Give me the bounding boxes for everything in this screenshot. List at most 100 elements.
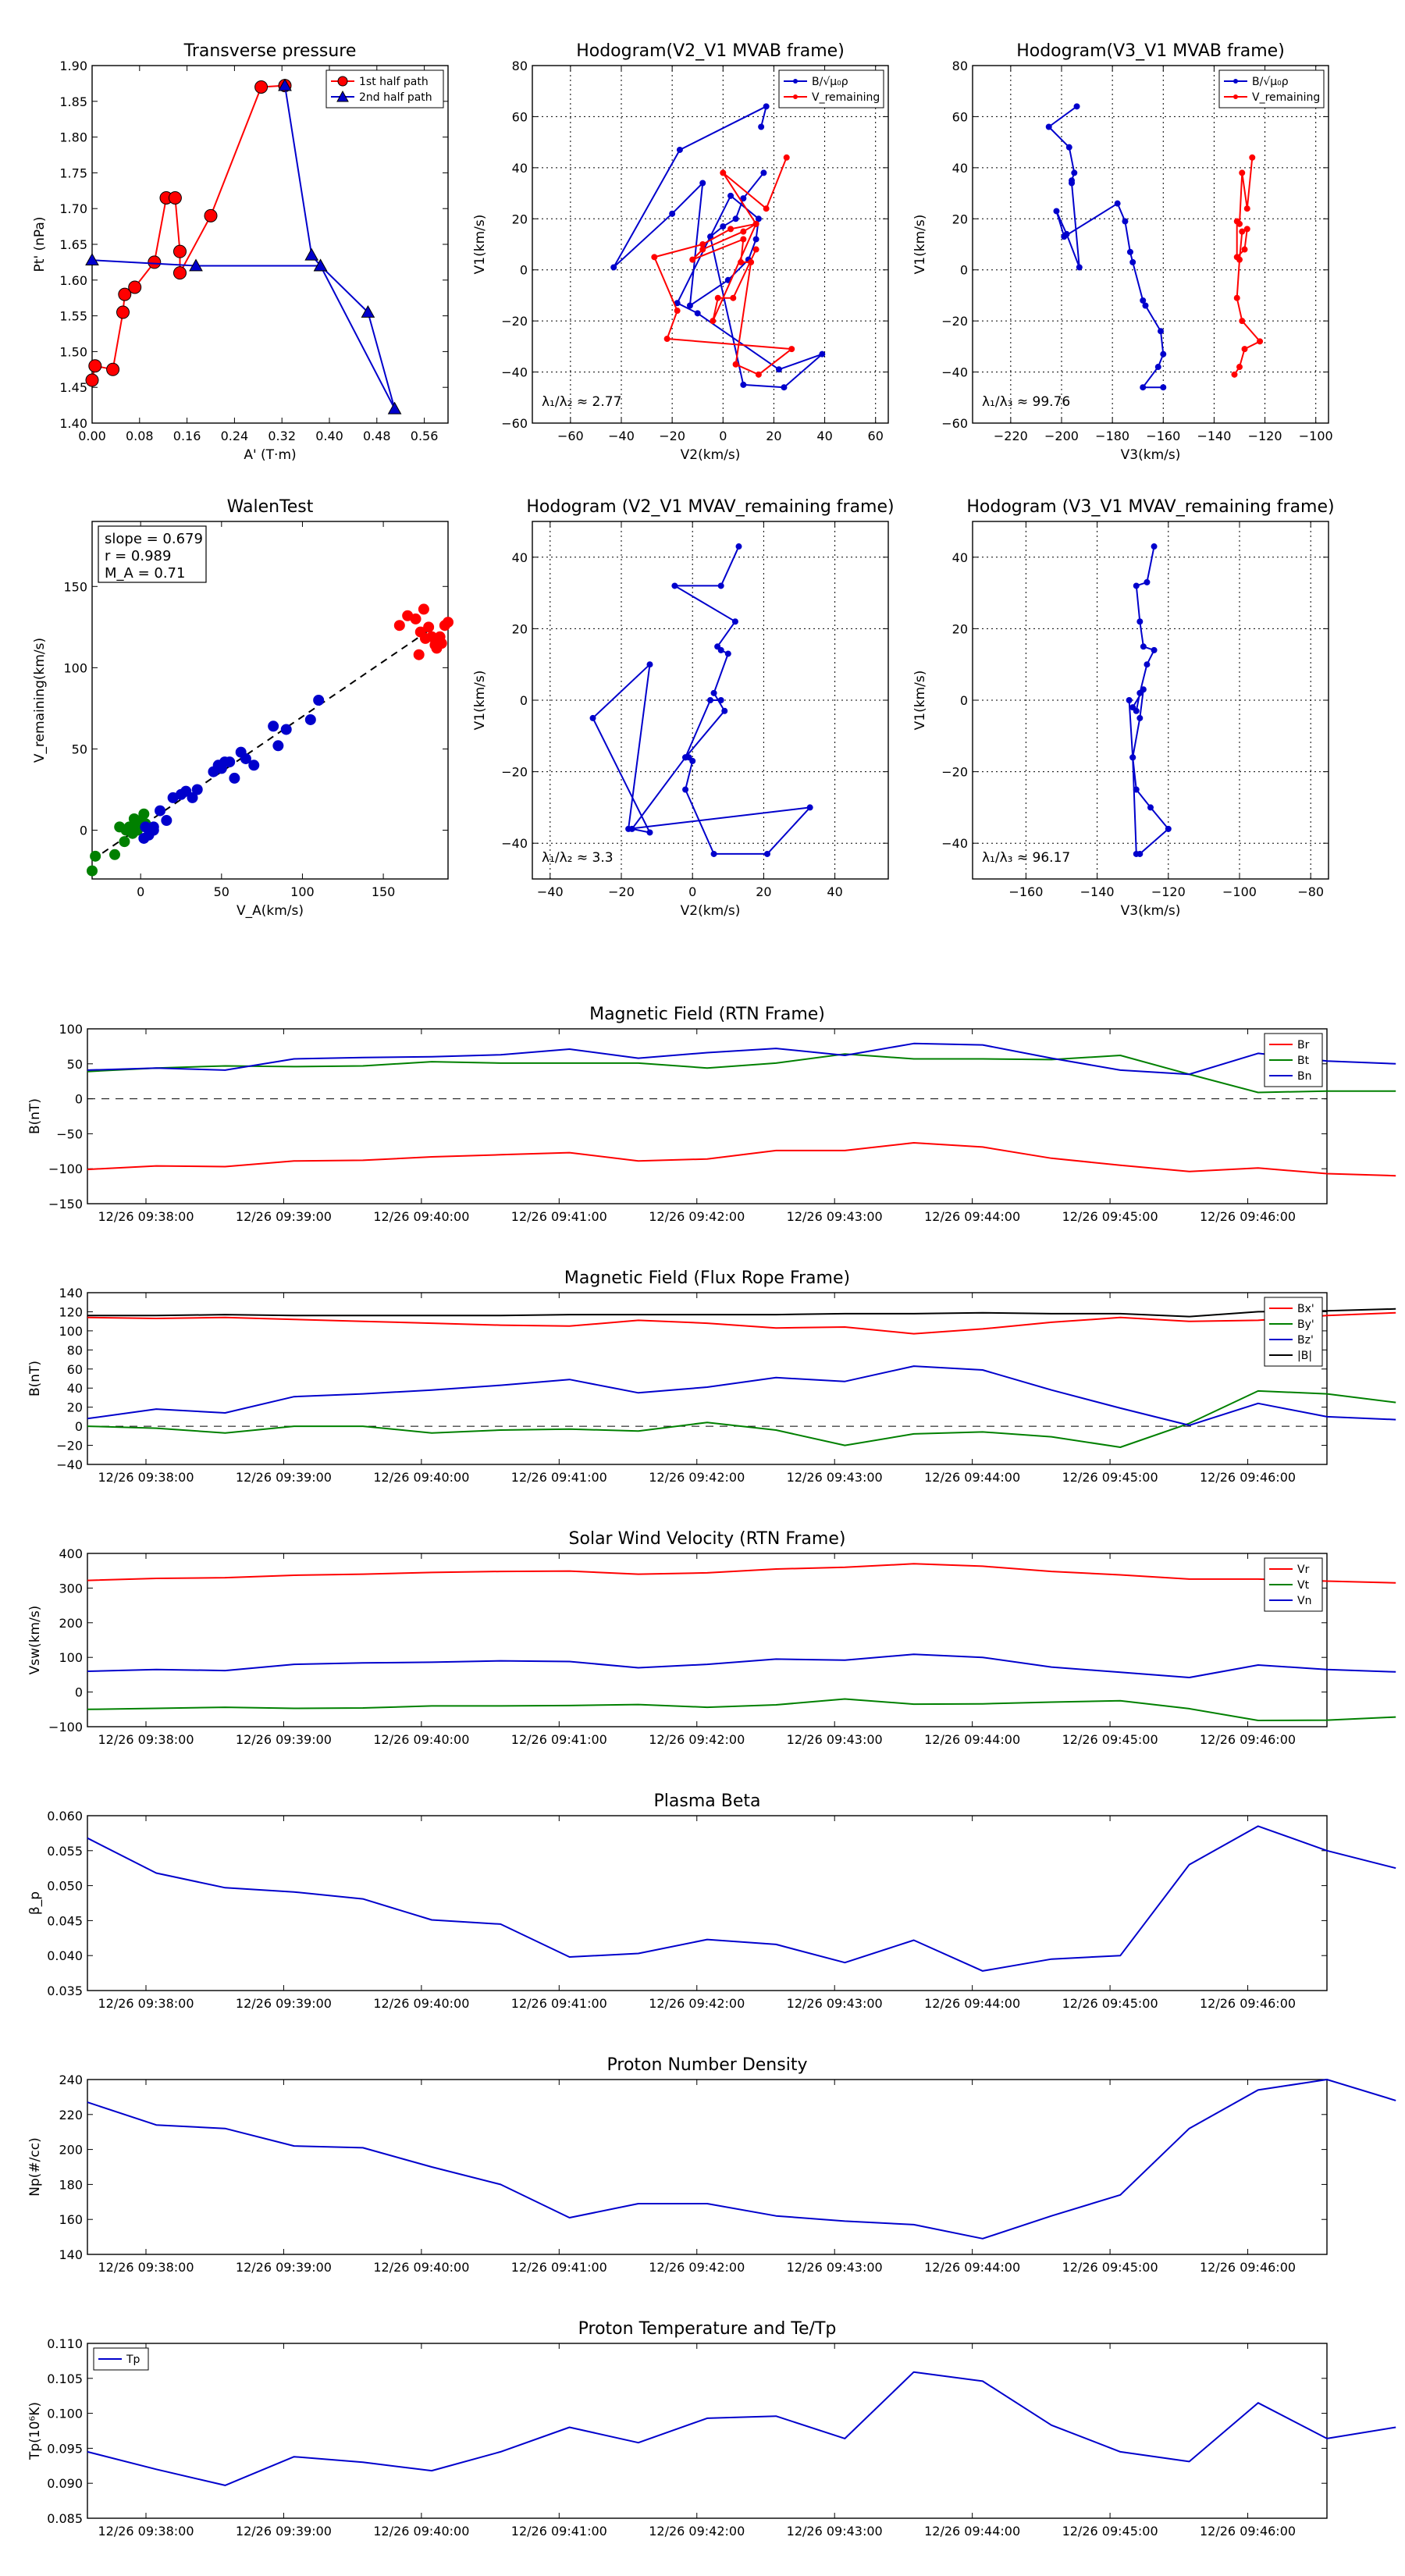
h1-point (781, 384, 788, 391)
walen-xtick-label: 150 (372, 884, 396, 899)
bflux-ytick-label: −40 (56, 1457, 83, 1472)
walen-frame (91, 521, 449, 880)
h1-point (720, 169, 727, 176)
h1-point (694, 310, 701, 317)
vel-series-line (87, 1653, 1396, 1678)
tpr-chart: 0.085 0.090 0.095 0.100 0.105 0.110 12/26 09:3… (27, 2319, 1396, 2539)
h2-legend-label: V_remaining (1252, 91, 1320, 104)
h3-title: Hodogram (V2_V1 MVAV_remaining frame) (526, 497, 894, 517)
tpr-xtick-label: 12/26 09:42:00 (649, 2524, 745, 2539)
walen-point (418, 603, 429, 615)
h4-ytick-label: −20 (941, 765, 968, 780)
h2-point (1233, 294, 1240, 301)
h1-xtick-label: 60 (868, 429, 884, 443)
vel-ytick-label: −100 (48, 1720, 83, 1735)
h4-xtick-label: −120 (1151, 884, 1186, 899)
walen-ytick-label: 150 (63, 579, 87, 594)
h1-xtick-label: 20 (766, 429, 781, 443)
h1-point (740, 228, 747, 235)
tp-point (168, 190, 182, 205)
tpr-ytick-label: 0.085 (47, 2511, 83, 2526)
tpr-series-line (87, 2371, 1396, 2486)
h4-annotation: λ₁/λ₃ ≈ 96.17 (982, 850, 1070, 866)
h4-xtick-label: −140 (1080, 884, 1115, 899)
h2-ytick-label: −60 (941, 416, 968, 431)
h4-xtick-label: −160 (1008, 884, 1043, 899)
tp-title: Transverse pressure (183, 41, 357, 61)
tp-point (116, 305, 130, 319)
h2-xlabel: V3(km/s) (1121, 447, 1181, 463)
h3-point (717, 697, 724, 703)
h1-legend (778, 69, 884, 109)
tp-point (173, 244, 187, 258)
vel-xtick-label: 12/26 09:41:00 (511, 1732, 607, 1747)
h3-ytick-label: 0 (520, 693, 528, 708)
vel-ytick-label: 400 (59, 1546, 83, 1561)
h2-xtick-label: −120 (1248, 429, 1282, 443)
tp-xlabel: A' (T·m) (244, 447, 296, 463)
tp-xtick-label: 0.56 (411, 429, 439, 443)
bflux-xtick-label: 12/26 09:42:00 (649, 1470, 745, 1485)
walen-ytick-label: 100 (63, 660, 87, 675)
h3-xtick-label: −40 (537, 884, 564, 899)
h2-point (1257, 338, 1264, 345)
vel-xtick-label: 12/26 09:42:00 (649, 1732, 745, 1747)
h1-xtick-label: −40 (608, 429, 635, 443)
bfield-xtick-label: 12/26 09:41:00 (511, 1209, 607, 1224)
h2-point (1053, 208, 1060, 215)
tpr-xtick-label: 12/26 09:43:00 (787, 2524, 883, 2539)
bflux-legend-label: By' (1297, 1318, 1314, 1331)
vel-ytick-label: 100 (59, 1650, 83, 1665)
h1-point (740, 381, 747, 388)
h4-point (1144, 578, 1151, 585)
beta-xtick-label: 12/26 09:44:00 (924, 1996, 1020, 2011)
np-xtick-label: 12/26 09:41:00 (511, 2260, 607, 2275)
walen-point (138, 808, 150, 820)
np-xtick-label: 12/26 09:43:00 (787, 2260, 883, 2275)
walen-point (423, 621, 435, 633)
h1-point (763, 205, 770, 212)
vel-xtick-label: 12/26 09:38:00 (98, 1732, 194, 1747)
bfield-ytick-label: 50 (67, 1057, 83, 1072)
bflux-ytick-label: 120 (59, 1304, 83, 1319)
h4-point (1126, 697, 1133, 703)
walen-point (280, 724, 292, 735)
beta-series-line (87, 1825, 1396, 1972)
tp-legend-marker (337, 76, 348, 87)
beta-ytick-label: 0.050 (47, 1879, 83, 1894)
tpr-ytick-label: 0.100 (47, 2407, 83, 2421)
bfield-series-line (87, 1053, 1396, 1094)
walen-point (436, 638, 447, 649)
h2-annotation: λ₁/λ₃ ≈ 99.76 (982, 394, 1070, 410)
h2-ylabel: V1(km/s) (912, 215, 928, 275)
h1-point (663, 336, 670, 343)
vel-ylabel: Vsw(km/s) (27, 1606, 43, 1675)
h1-point (674, 308, 681, 315)
vel-legend-label: Vt (1297, 1579, 1310, 1592)
tp-ytick-label: 1.85 (59, 94, 87, 109)
tp-point (254, 80, 269, 94)
h3-point (625, 825, 632, 832)
bflux-frame (87, 1292, 1328, 1465)
tp-ytick-label: 1.90 (59, 59, 87, 73)
h1-chart: −60 −40 −20 0 20 40 60 80 −60 −40 −20 0 20 40 60 Hodogr… (472, 41, 889, 463)
tp-ytick-label: 1.45 (59, 380, 87, 395)
h4-point (1133, 786, 1140, 793)
h1-point (752, 246, 759, 253)
h1-point (740, 236, 747, 243)
h3-frame (532, 521, 889, 880)
h1-ytick-label: 60 (512, 109, 528, 124)
tp-point (85, 253, 99, 266)
h1-point (699, 180, 706, 187)
bflux-ytick-label: 20 (67, 1400, 83, 1415)
h3-xtick-label: 20 (756, 884, 771, 899)
h2-point (1045, 123, 1052, 130)
tpr-xtick-label: 12/26 09:38:00 (98, 2524, 194, 2539)
walen-ylabel: V_remaining(km/s) (32, 638, 48, 763)
beta-xtick-label: 12/26 09:41:00 (511, 1996, 607, 2011)
h1-point (783, 154, 790, 161)
walen-point (180, 785, 192, 797)
h4-ytick-label: −40 (941, 836, 968, 851)
bflux-chart: −40 −20 0 20 40 60 80 100 120 140 12/26 09:38:00 12… (27, 1268, 1396, 1485)
bflux-xtick-label: 12/26 09:45:00 (1062, 1470, 1158, 1485)
